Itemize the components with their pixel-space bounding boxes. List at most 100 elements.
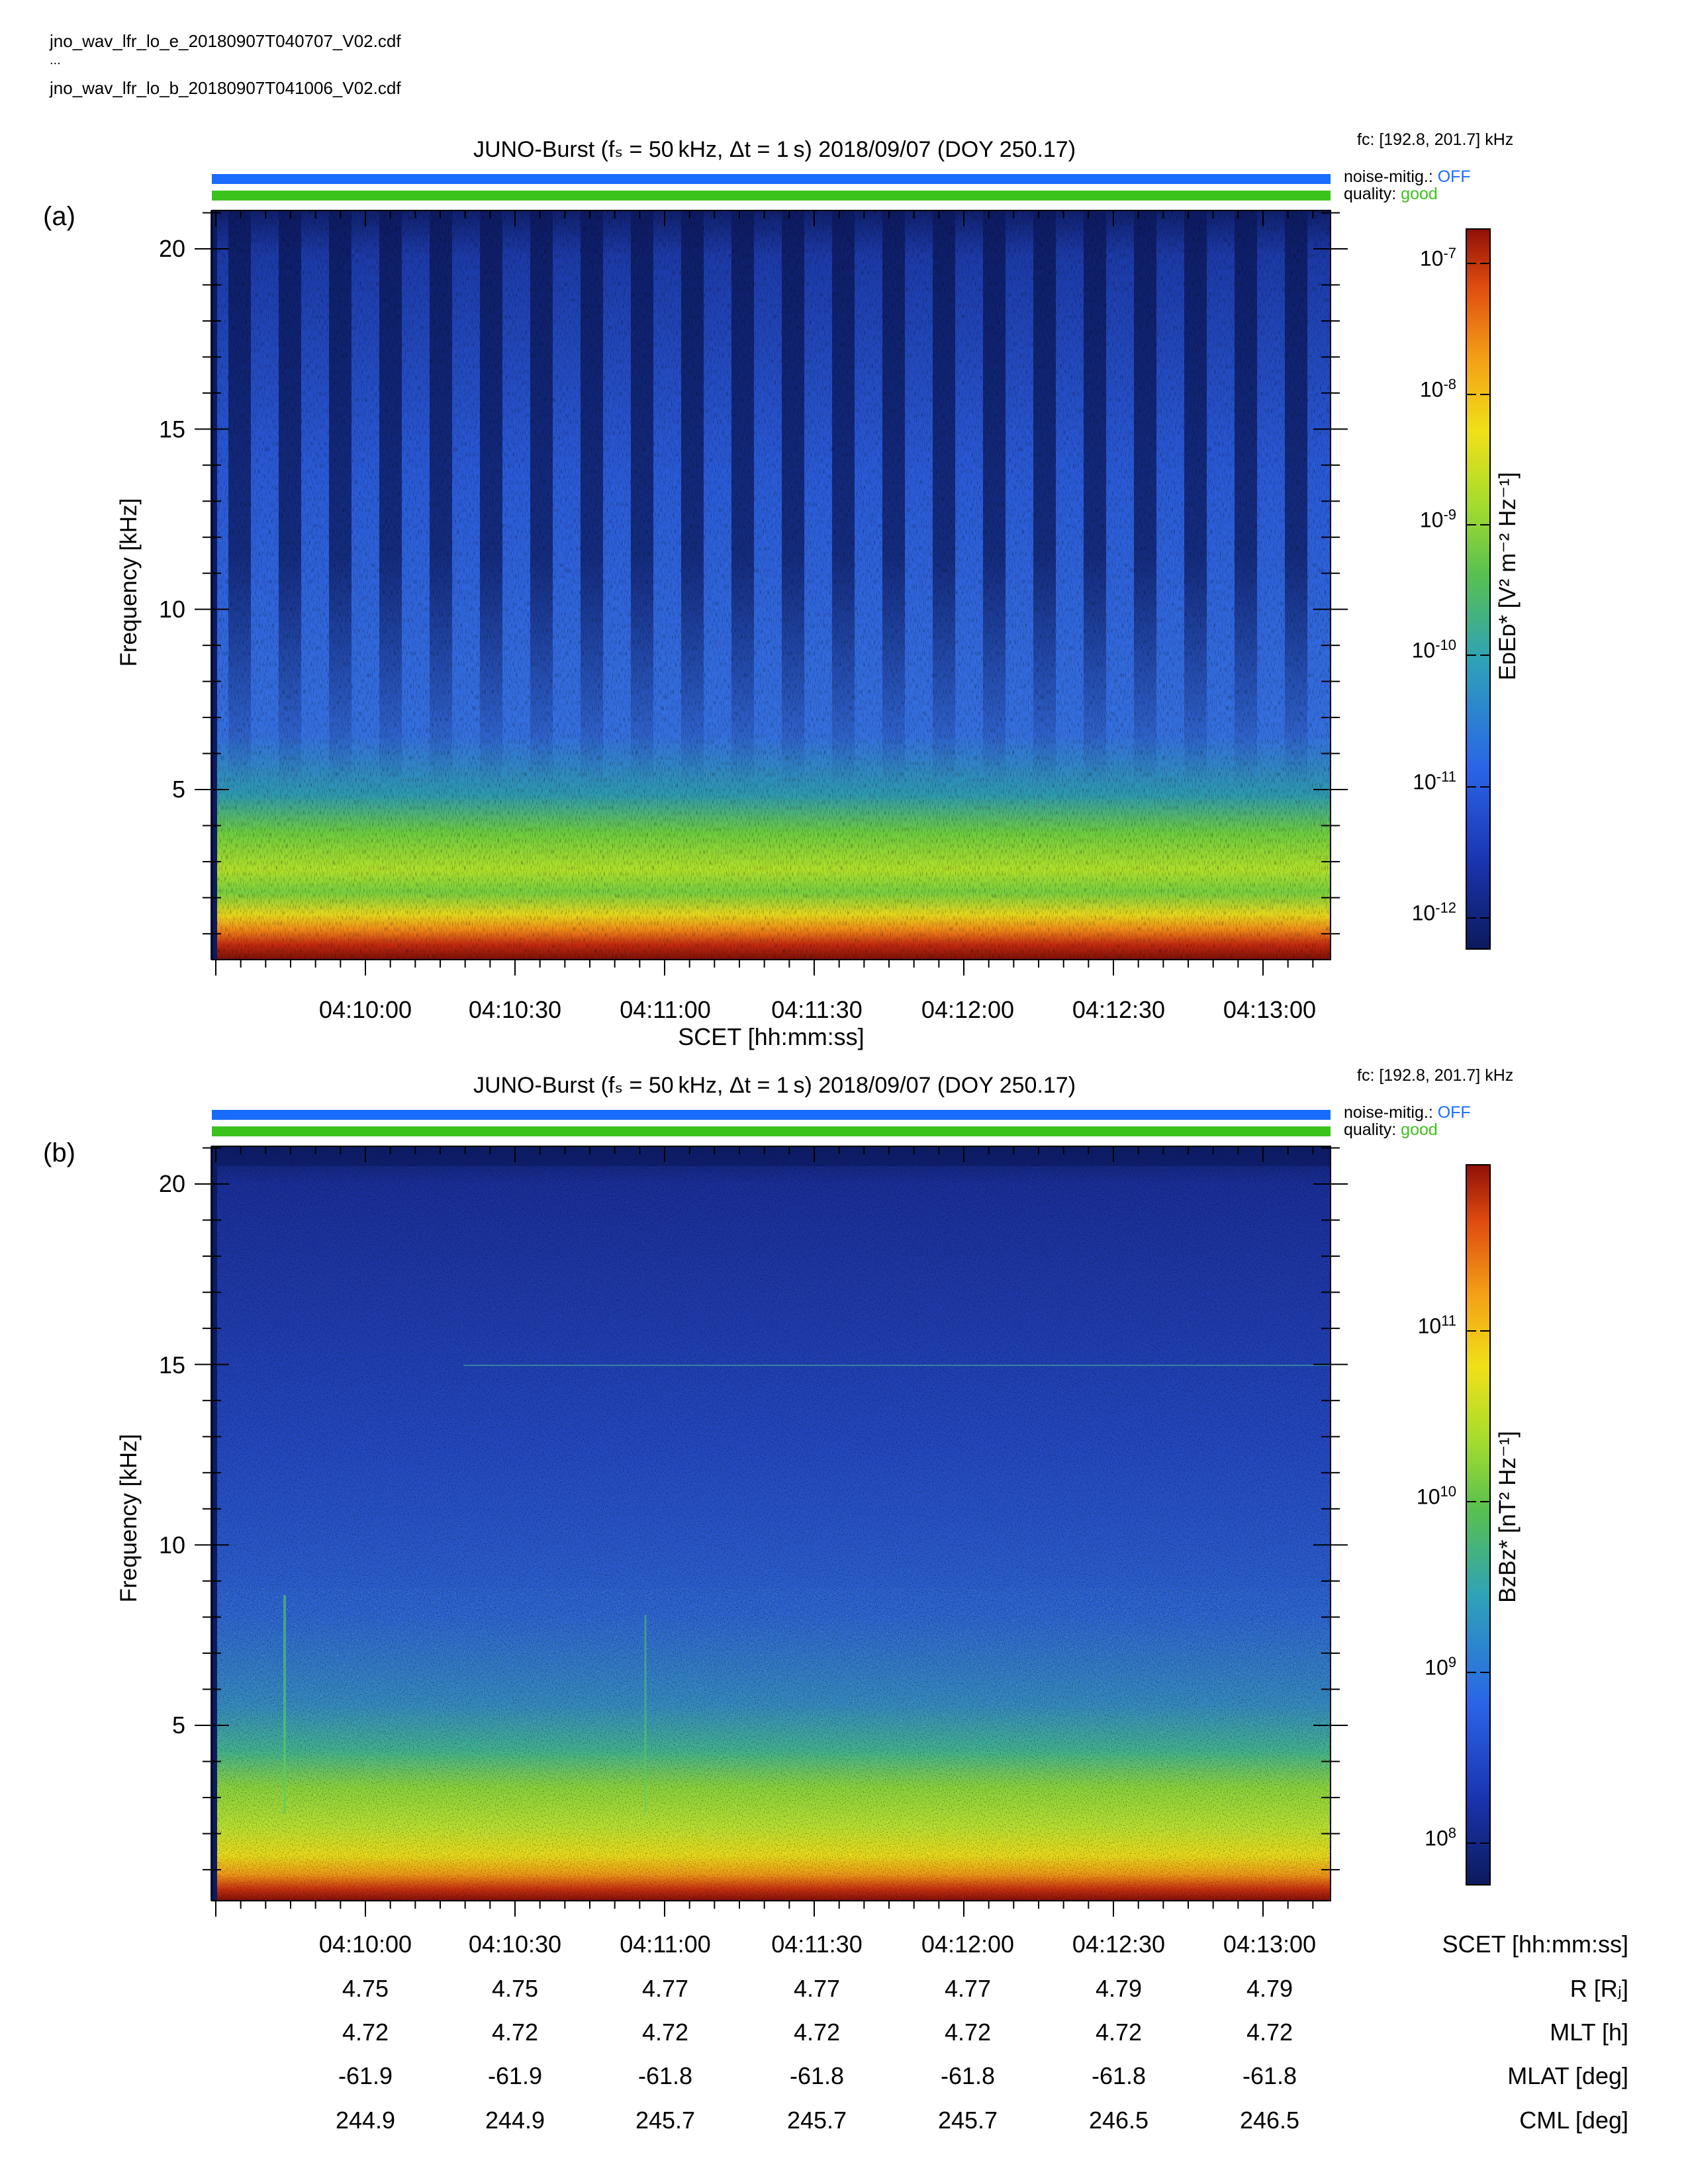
panel-b-ytick-20: 20 <box>158 1170 185 1197</box>
panel-b-noise-label: noise-mitig.: <box>1344 1103 1433 1122</box>
panel-b-ylabel: Frequency [kHz] <box>116 1433 142 1603</box>
panel-a-frame <box>211 210 1331 960</box>
panel-b-plot <box>195 1146 1348 1917</box>
panel-b-ytick-5: 5 <box>171 1711 185 1739</box>
table-cell: -61.9 <box>338 2062 393 2089</box>
panel-b-noise-flag: noise-mitig.: OFF <box>1344 1103 1471 1122</box>
panel-a-ytick-10: 10 <box>158 596 185 623</box>
panel-b-texture-green <box>213 1588 1331 1840</box>
table-cell: 4.79 <box>1095 1975 1143 2002</box>
table-cell: -61.8 <box>789 2062 845 2089</box>
panel-b-noise-value: OFF <box>1437 1103 1471 1122</box>
panel-a-xtick-label: 04:12:00 <box>921 996 1015 1023</box>
cbar-tick-label: 10-12 <box>1411 899 1456 925</box>
panel-a-quality-value: good <box>1401 185 1438 203</box>
table-cell: -61.8 <box>1091 2062 1147 2089</box>
cbar-tick-label: 10-7 <box>1419 245 1456 271</box>
panel-a-xtick-label: 04:10:30 <box>468 996 562 1023</box>
table-cell: 245.7 <box>937 2107 998 2134</box>
table-cell: 4.72 <box>342 2019 389 2046</box>
panel-a-title: JUNO-Burst (fₛ = 50 kHz, Δt = 1 s) 2018/… <box>473 137 1076 162</box>
table-cell: 4.77 <box>793 1975 841 2002</box>
table-cell: 4.75 <box>491 1975 539 2002</box>
panel-b-title: JUNO-Burst (fₛ = 50 kHz, Δt = 1 s) 2018/… <box>473 1073 1076 1098</box>
cbar-tick-label: 10-10 <box>1411 637 1456 662</box>
panel-a-left-edge <box>211 210 217 960</box>
table-cell: 246.5 <box>1088 2107 1149 2134</box>
panel-a-colorbar-ticks <box>1466 263 1490 919</box>
cbar-tick-label: 108 <box>1425 1825 1456 1850</box>
table-cell: 245.7 <box>786 2107 847 2134</box>
table-cell: 4.72 <box>491 2019 539 2046</box>
panel-b-quality-bar <box>212 1126 1331 1136</box>
table-cell: 244.9 <box>485 2107 545 2134</box>
panel-a-xtick-label: 04:11:30 <box>771 996 863 1023</box>
table-cell: 245.7 <box>635 2107 696 2134</box>
table-cell: 4.75 <box>342 1975 389 2002</box>
panel-a-plot <box>195 210 1348 976</box>
table-cell: -61.8 <box>1242 2062 1297 2089</box>
panel-a-xtick-label: 04:10:00 <box>318 996 412 1023</box>
panel-a-xlabel: SCET [hh:mm:ss] <box>678 1023 865 1050</box>
panel-a-quality-flag: quality: good <box>1344 185 1438 204</box>
table-cell: 4.72 <box>1246 2019 1293 2046</box>
panel-b-ytick-10: 10 <box>158 1531 185 1559</box>
table-row-label: CML [deg] <box>1519 2107 1628 2134</box>
table-cell: 04:13:00 <box>1223 1931 1317 1958</box>
panel-b-cbar-label: BᴢBᴢ* [nT² Hz⁻¹] <box>1495 1431 1521 1603</box>
panel-b-top-band <box>213 1146 1331 1166</box>
cbar-tick-label: 10-9 <box>1419 506 1456 532</box>
cbar-tick-label: 10-11 <box>1413 768 1456 794</box>
panel-a-xtick-label: 04:13:00 <box>1223 996 1317 1023</box>
file-name-1: jno_wav_lfr_lo_e_20180907T040707_V02.cdf <box>50 31 401 51</box>
panel-b-colorbar-ticks <box>1466 1330 1490 1844</box>
panel-b-frame <box>211 1146 1331 1901</box>
panel-a-xtick-label: 04:11:00 <box>620 996 711 1023</box>
panel-a-colorbar <box>1466 228 1491 950</box>
cbar-tick-label: 1010 <box>1416 1483 1456 1509</box>
panel-b-ticks <box>195 1146 1348 1917</box>
table-row-label: SCET [hh:mm:ss] <box>1442 1931 1628 1958</box>
table-cell: 4.72 <box>793 2019 841 2046</box>
panel-b-label: (b) <box>43 1138 75 1167</box>
table-cell: -61.8 <box>637 2062 693 2089</box>
panel-a-ylabel: Frequency [kHz] <box>116 498 142 667</box>
panel-b-quality-value: good <box>1401 1120 1438 1139</box>
panel-a-cbar-label: EᴅEᴅ* [V² m⁻² Hz⁻¹] <box>1495 472 1521 680</box>
panel-a-texture <box>213 210 1331 960</box>
table-cell: 04:11:00 <box>620 1931 711 1958</box>
table-cell: 04:10:30 <box>468 1931 562 1958</box>
file-ellipsis: ... <box>50 53 61 68</box>
panel-a-quality-bar <box>212 191 1331 201</box>
table-cell: 246.5 <box>1239 2107 1300 2134</box>
file-name-2: jno_wav_lfr_lo_b_20180907T041006_V02.cdf <box>50 78 401 98</box>
panel-b-quality-label: quality: <box>1344 1120 1397 1139</box>
table-cell: 04:10:00 <box>318 1931 412 1958</box>
panel-a-ytick-15: 15 <box>158 416 185 443</box>
table-cell: 4.77 <box>944 1975 992 2002</box>
panel-b-quality-flag: quality: good <box>1344 1120 1438 1140</box>
panel-b-left-edge <box>211 1146 217 1901</box>
panel-b-noise-bar <box>212 1110 1331 1120</box>
table-cell: 04:11:30 <box>771 1931 863 1958</box>
panel-a-label: (a) <box>43 202 75 231</box>
panel-a-quality-label: quality: <box>1344 185 1397 203</box>
table-cell: -61.9 <box>487 2062 543 2089</box>
panel-a-ytick-20: 20 <box>158 235 185 262</box>
table-row-label: R [Rⱼ] <box>1570 1975 1628 2002</box>
panel-b-colorbar <box>1466 1164 1491 1886</box>
panel-b-ytick-15: 15 <box>158 1351 185 1379</box>
table-cell: 04:12:30 <box>1072 1931 1166 1958</box>
cbar-tick-label: 109 <box>1425 1654 1456 1680</box>
panel-a-xtick-label: 04:12:30 <box>1072 996 1166 1023</box>
table-cell: 4.79 <box>1246 1975 1293 2002</box>
table-row-label: MLAT [deg] <box>1507 2062 1628 2089</box>
panel-a-ytick-5: 5 <box>171 776 185 803</box>
panel-a-noise-value: OFF <box>1437 167 1471 186</box>
panel-a-noise-bar <box>212 174 1331 184</box>
table-cell: -61.8 <box>940 2062 996 2089</box>
panel-b-fc: fᴄ: [192.8, 201.7] kHz <box>1357 1066 1514 1085</box>
panel-a-noise-flag: noise-mitig.: OFF <box>1344 167 1471 187</box>
table-cell: 04:12:00 <box>921 1931 1015 1958</box>
